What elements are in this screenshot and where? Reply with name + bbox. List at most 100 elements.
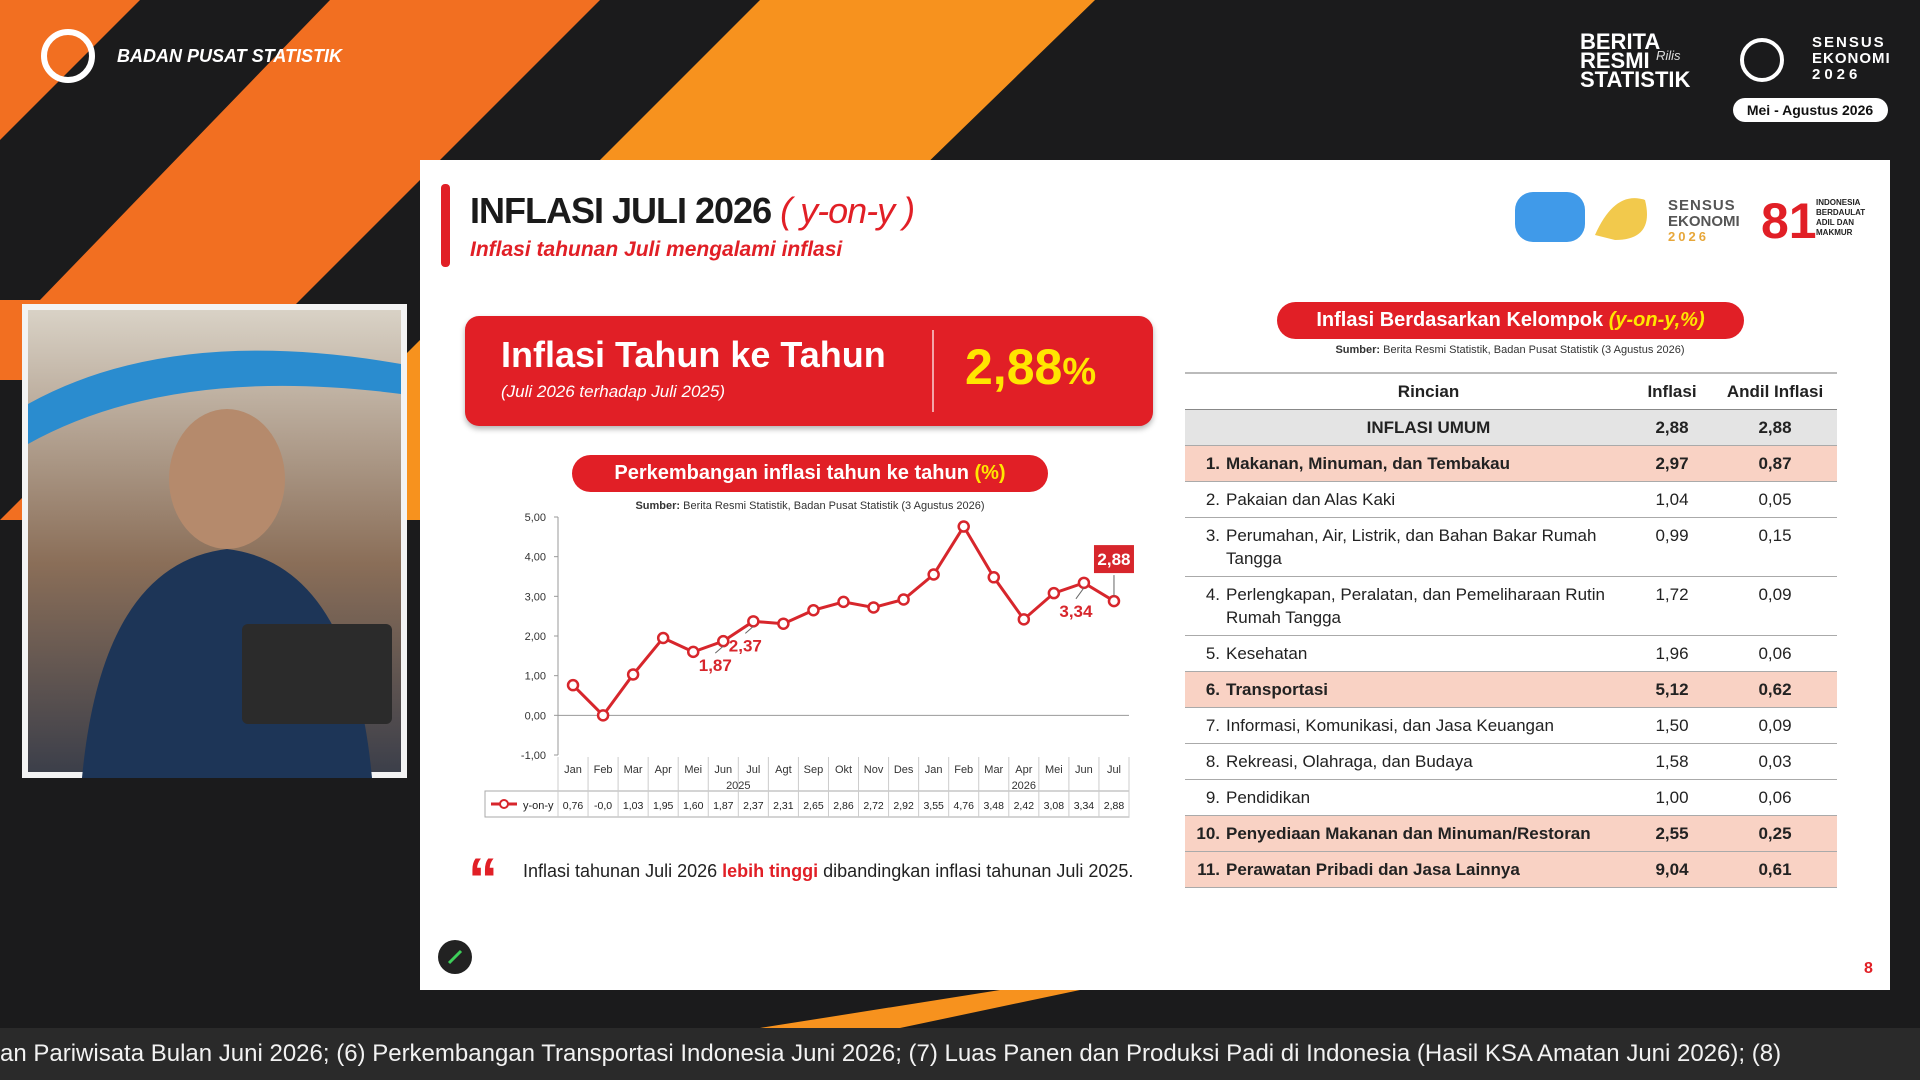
- period-badge: [1733, 98, 1888, 122]
- headline-sublabel: (Juli 2026 terhadap Juli 2025): [501, 382, 725, 401]
- x-tick-label: Apr: [1015, 764, 1032, 776]
- data-table-value: 2,86: [833, 800, 854, 812]
- row-number: 3.: [1205, 526, 1220, 545]
- row-name: Perlengkapan, Peralatan, dan Pemeliharaa…: [1226, 585, 1605, 627]
- title-line: INFLASI JULI 2026 ( y-on-y ): [470, 190, 915, 232]
- x-tick-label: Jun: [714, 764, 732, 776]
- row-number: 8.: [1205, 752, 1220, 771]
- data-table-value: 2,42: [1014, 800, 1035, 812]
- table-row: 7. Informasi, Komunikasi, dan Jasa Keuang…: [1185, 708, 1837, 744]
- data-point: [1077, 576, 1091, 590]
- data-table-value: 3,08: [1044, 800, 1065, 812]
- header-cell: Inflasi: [1647, 382, 1697, 401]
- headline-divider: [932, 330, 934, 412]
- callout-label: 2,88: [1097, 550, 1130, 569]
- brs-line: RESMI: [1580, 48, 1650, 73]
- x-tick-label: Nov: [864, 764, 884, 776]
- slide-logos: SENSUS EKONOMI 2026 81 INDONESIA BERDAUL…: [1515, 192, 1865, 249]
- data-point: [717, 634, 730, 648]
- row-number: 9.: [1205, 788, 1220, 807]
- data-point: [837, 595, 850, 609]
- ticker: an Pariwisata Bulan Juni 2026; (6) Perke…: [0, 1028, 1920, 1080]
- callout-box: [1093, 545, 1134, 574]
- data-point: [987, 571, 1001, 584]
- total-inflasi: 2,88: [1655, 418, 1689, 437]
- data-point: [1107, 594, 1121, 608]
- logo-text: 2026: [1668, 229, 1709, 244]
- row-name: Pendidikan: [1226, 788, 1311, 807]
- row-number: 5.: [1205, 644, 1220, 663]
- callout-leader: [1075, 587, 1085, 600]
- edit-button[interactable]: [438, 940, 472, 974]
- table-row: 8. Rekreasi, Olahraga, dan Budaya 1,58 0,03: [1185, 744, 1837, 780]
- x-tick-label: Apr: [655, 764, 672, 776]
- row-number: 4.: [1205, 585, 1220, 604]
- slide-subtitle: Inflasi tahunan Juli mengalami inflasi: [470, 238, 843, 261]
- year-label: 2026: [1012, 780, 1036, 792]
- row-inflasi: 0,99: [1655, 526, 1689, 545]
- x-tick-label: Agt: [775, 764, 792, 776]
- slide-title: INFLASI JULI 2026: [470, 190, 772, 231]
- y-tick-label: 1,00: [525, 671, 546, 683]
- sensus-logo: [1595, 198, 1647, 240]
- x-tick-label: Mar: [624, 764, 643, 776]
- data-point: [807, 603, 820, 617]
- row-andil: 0,06: [1758, 788, 1792, 807]
- sensus-line: EKONOMI: [1812, 50, 1891, 67]
- brs-tag: Rilis: [1656, 48, 1681, 63]
- data-table-value: 1,95: [653, 800, 674, 812]
- year-label: 2025: [726, 780, 750, 792]
- data-table-value: 2,92: [893, 800, 914, 812]
- row-number: 10.: [1196, 824, 1220, 843]
- header-cell: Rincian: [1397, 382, 1460, 401]
- table-row: 4. Perlengkapan, Peralatan, dan Pemelihar…: [1185, 577, 1837, 636]
- table-total-row: INFLASI UMUM 2,88 2,88: [1185, 410, 1837, 446]
- note-emphasis: lebih tinggi: [722, 861, 819, 881]
- row-andil: 0,09: [1758, 716, 1792, 735]
- source-text: Berita Resmi Statistik, Badan Pusat Stat…: [1383, 344, 1685, 356]
- logo-text: BERDAULAT: [1816, 208, 1865, 217]
- x-tick-label: Feb: [954, 764, 973, 776]
- row-andil: 0,62: [1758, 680, 1792, 699]
- row-inflasi: 1,58: [1655, 752, 1689, 771]
- data-point: [927, 568, 940, 581]
- y-tick-label: 0,00: [525, 710, 546, 722]
- data-point: [747, 615, 760, 628]
- headline-label: Inflasi Tahun ke Tahun: [501, 334, 886, 375]
- row-number: 1.: [1205, 454, 1220, 473]
- data-table-value: 4,76: [953, 800, 974, 812]
- x-tick-label: Des: [894, 764, 914, 776]
- callout-leader: [745, 625, 754, 634]
- x-tick-label: Mei: [1045, 764, 1063, 776]
- table-source: Sumber: Berita Resmi Statistik, Badan Pu…: [1280, 344, 1740, 356]
- row-inflasi: 1,50: [1655, 716, 1689, 735]
- logo-text: SENSUS: [1668, 197, 1736, 214]
- row-name: Rekreasi, Olahraga, dan Budaya: [1226, 752, 1473, 771]
- row-name: Perumahan, Air, Listrik, dan Bahan Bakar…: [1226, 526, 1597, 568]
- data-table-value: 2,31: [773, 800, 794, 812]
- callout-label: 3,34: [1059, 602, 1093, 621]
- row-name: Pakaian dan Alas Kaki: [1226, 490, 1396, 509]
- data-table-value: 3,34: [1074, 800, 1095, 812]
- org-name: BADAN PUSAT STATISTIK: [117, 46, 344, 66]
- data-point: [1017, 613, 1031, 626]
- x-tick-label: Mei: [684, 764, 702, 776]
- chart-source: Sumber: Berita Resmi Statistik, Badan Pu…: [580, 500, 1040, 512]
- y-tick-label: 5,00: [525, 512, 546, 524]
- period: Mei - Agustus 2026: [1747, 102, 1874, 118]
- title-accent: [441, 184, 450, 267]
- pencil: [447, 949, 463, 965]
- y-tick-label: 4,00: [525, 552, 546, 564]
- total-andil: 2,88: [1758, 418, 1792, 437]
- row-name: Kesehatan: [1226, 644, 1308, 663]
- row-name: Perawatan Pribadi dan Jasa Lainnya: [1226, 860, 1520, 879]
- data-point: [897, 593, 910, 606]
- data-table-value: 3,48: [984, 800, 1005, 812]
- data-table-value: 1,60: [683, 800, 704, 812]
- row-andil: 0,06: [1758, 644, 1792, 663]
- data-point: [566, 678, 580, 692]
- table-row: 5. Kesehatan 1,96 0,06: [1185, 636, 1837, 672]
- presenter: [169, 409, 285, 549]
